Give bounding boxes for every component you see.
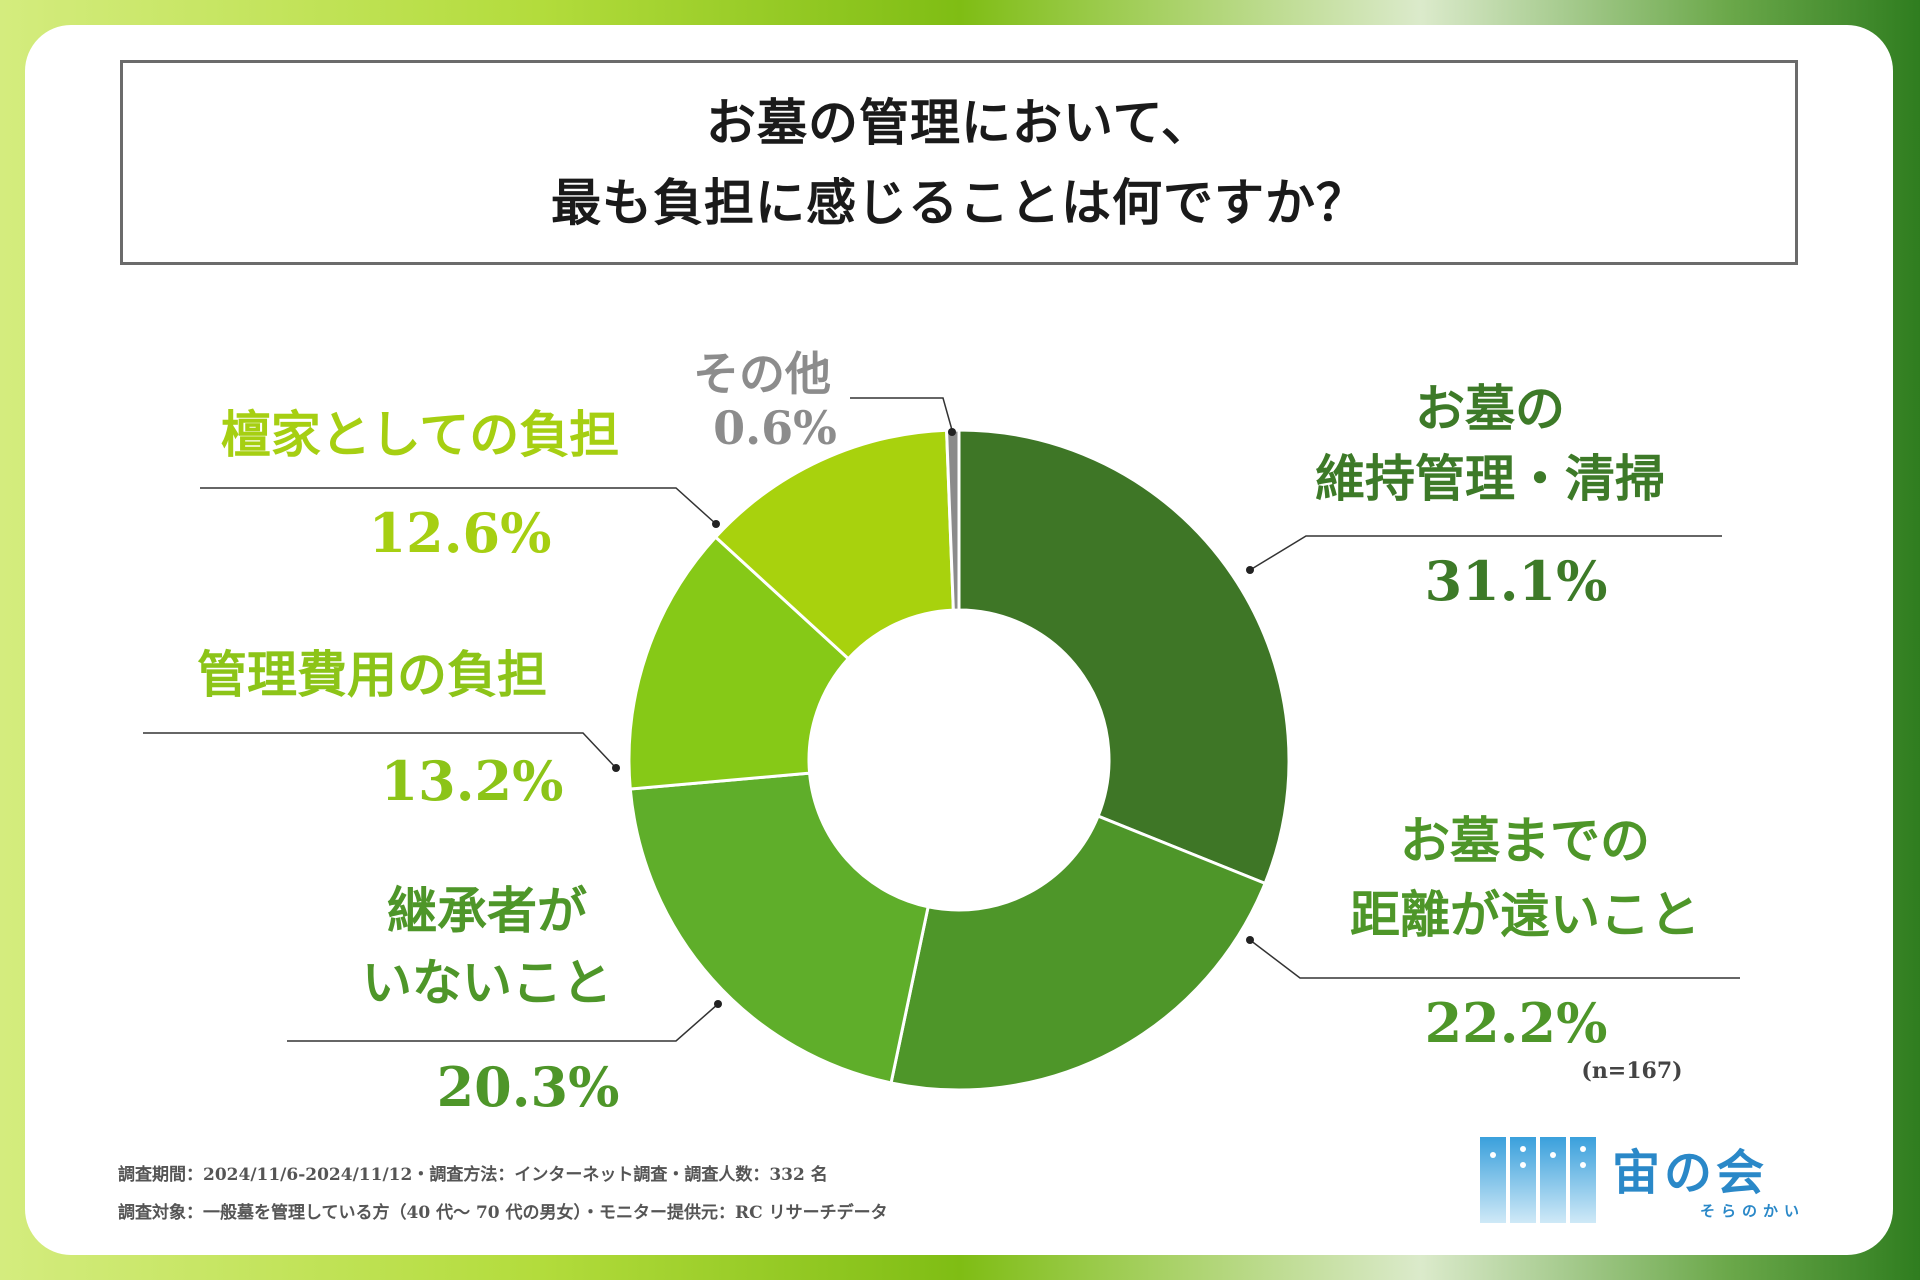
leader-line-4	[200, 487, 717, 525]
footer-survey-target: 調査対象：一般墓を管理している方（40 代〜 70 代の男女）・モニター提供元：…	[118, 1203, 888, 1223]
leader-dot-2	[714, 1000, 722, 1008]
slice-value-4: 12.6%	[369, 501, 552, 565]
slice-value-1: 22.2%	[1425, 991, 1608, 1055]
title-box: お墓の管理において、 最も負担に感じることは何ですか？	[120, 60, 1798, 265]
leader-dot-4	[712, 520, 720, 528]
slice-value-3: 13.2%	[381, 749, 564, 813]
leader-line-0	[1249, 535, 1722, 571]
sample-size: (n=167)	[1581, 1058, 1682, 1084]
slice-label-0-line-1: 維持管理・清掃	[1315, 449, 1665, 508]
slice-label-4-line-0: 檀家としての負担	[221, 405, 620, 464]
slice-label-group-3: 管理費用の負担 13.2%	[143, 645, 620, 813]
slice-label-2-line-0: 継承者が	[387, 881, 587, 940]
slice-label-0-line-0: お墓の	[1415, 379, 1565, 438]
leader-dot-3	[612, 764, 620, 772]
slice-label-3-line-0: 管理費用の負担	[197, 645, 547, 704]
title-line-1: お墓の管理において、	[706, 92, 1212, 152]
donut-slice-1	[889, 814, 1268, 1092]
donut-slice-4	[713, 428, 955, 661]
leader-dot-5	[948, 428, 956, 436]
leader-line-2	[287, 1003, 719, 1042]
slice-label-5-line-0: その他	[693, 347, 831, 401]
logo-mark-icon	[1480, 1137, 1596, 1223]
slice-value-2: 20.3%	[437, 1055, 620, 1119]
slice-label-1-line-0: お墓までの	[1400, 811, 1650, 870]
slice-label-2-line-1: いないこと	[362, 953, 612, 1012]
logo-subtitle: そらのかい	[1700, 1202, 1806, 1220]
leader-line-3	[143, 732, 617, 769]
slice-label-group-4: 檀家としての負担 12.6%	[200, 405, 720, 565]
leader-line-1	[1249, 939, 1740, 979]
logo-name: 宙の会	[1612, 1145, 1769, 1201]
leader-dot-0	[1246, 566, 1254, 574]
title-line-2: 最も負担に感じることは何ですか？	[551, 172, 1367, 232]
slice-label-1-line-1: 距離が遠いこと	[1350, 885, 1700, 944]
slice-value-0: 31.1%	[1425, 549, 1608, 613]
donut-slice-0	[957, 428, 1291, 886]
leader-dot-1	[1246, 936, 1254, 944]
slice-value-5: 0.6%	[713, 401, 837, 455]
donut-slice-2	[628, 771, 930, 1085]
footer-survey-period: 調査期間：2024/11/6-2024/11/12・調査方法：インターネット調査…	[118, 1165, 828, 1185]
leader-line-5	[850, 397, 953, 431]
donut-slice-3	[627, 535, 851, 791]
